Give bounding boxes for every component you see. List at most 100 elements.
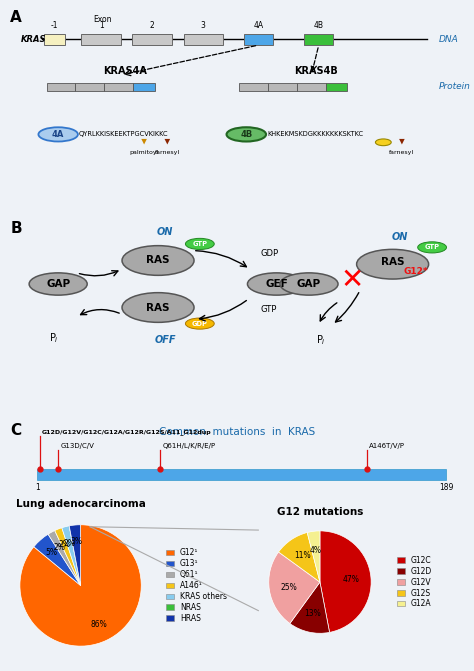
- Text: 2%: 2%: [54, 543, 65, 552]
- Text: 1: 1: [35, 483, 40, 492]
- Title: Lung adenocarcinoma: Lung adenocarcinoma: [16, 499, 146, 509]
- Wedge shape: [279, 533, 320, 582]
- Text: 13%: 13%: [305, 609, 321, 617]
- Text: GTP: GTP: [192, 241, 207, 247]
- Text: 47%: 47%: [343, 574, 360, 584]
- Text: palmitoyl: palmitoyl: [129, 150, 159, 155]
- Circle shape: [375, 139, 391, 146]
- Text: B: B: [10, 221, 22, 236]
- Text: QYRLKKISKEEKTPGCVKIKKC: QYRLKKISKEEKTPGCVKIKKC: [79, 132, 169, 138]
- Text: GEF: GEF: [265, 279, 288, 289]
- Text: ON: ON: [392, 232, 408, 242]
- FancyBboxPatch shape: [304, 34, 333, 45]
- Text: P$_i$: P$_i$: [316, 333, 326, 348]
- Wedge shape: [69, 526, 81, 585]
- Text: RAS: RAS: [381, 257, 404, 267]
- Text: GDP: GDP: [260, 248, 278, 258]
- Text: 3%: 3%: [71, 537, 82, 546]
- Text: OFF: OFF: [154, 335, 176, 345]
- Text: Common  mutations  in  KRAS: Common mutations in KRAS: [159, 427, 315, 437]
- Text: ON: ON: [157, 227, 173, 238]
- Text: DNA: DNA: [439, 35, 459, 44]
- FancyBboxPatch shape: [82, 34, 121, 45]
- Wedge shape: [20, 525, 141, 646]
- Text: -1: -1: [51, 21, 58, 30]
- Wedge shape: [55, 528, 81, 585]
- Wedge shape: [48, 531, 81, 585]
- Legend: G12C, G12D, G12V, G12S, G12A: G12C, G12D, G12V, G12S, G12A: [394, 553, 435, 611]
- Text: RAS: RAS: [146, 303, 170, 313]
- FancyBboxPatch shape: [44, 34, 65, 45]
- Ellipse shape: [418, 242, 447, 253]
- Text: 1: 1: [99, 21, 103, 30]
- Text: GTP: GTP: [260, 305, 277, 315]
- Ellipse shape: [185, 318, 214, 329]
- FancyBboxPatch shape: [75, 83, 104, 91]
- Text: KHKEKMSKDGKKKKKKKSKTKC: KHKEKMSKDGKKKKKKKSKTKC: [267, 132, 363, 138]
- Wedge shape: [69, 525, 81, 585]
- Text: Protein: Protein: [439, 82, 471, 91]
- Ellipse shape: [122, 246, 194, 275]
- Text: G12*: G12*: [403, 266, 428, 276]
- FancyBboxPatch shape: [183, 34, 223, 45]
- Text: KRAS4A: KRAS4A: [104, 66, 147, 76]
- Wedge shape: [62, 526, 81, 585]
- Text: G13D/C/V: G13D/C/V: [61, 443, 94, 449]
- Wedge shape: [320, 531, 371, 632]
- Wedge shape: [269, 552, 320, 623]
- Title: G12 mutations: G12 mutations: [277, 507, 363, 517]
- Wedge shape: [34, 534, 81, 585]
- Ellipse shape: [280, 273, 338, 295]
- Text: 4B: 4B: [314, 21, 324, 30]
- Text: A: A: [10, 9, 22, 25]
- Text: 4B: 4B: [240, 130, 253, 139]
- FancyBboxPatch shape: [326, 83, 347, 91]
- FancyBboxPatch shape: [297, 83, 326, 91]
- Text: Q61H/L/K/R/E/P: Q61H/L/K/R/E/P: [163, 443, 216, 449]
- Text: ✕: ✕: [341, 266, 364, 295]
- Text: GAP: GAP: [46, 279, 70, 289]
- Text: P: P: [381, 140, 386, 145]
- Text: G12D/G12V/G12C/G12A/G12R/G12S/A11_G12dup: G12D/G12V/G12C/G12A/G12R/G12S/A11_G12dup: [42, 429, 211, 435]
- Text: GDP: GDP: [192, 321, 208, 327]
- Text: 3: 3: [201, 21, 206, 30]
- Text: 5%: 5%: [46, 548, 58, 557]
- Ellipse shape: [356, 250, 428, 279]
- FancyBboxPatch shape: [268, 83, 297, 91]
- Text: 189: 189: [439, 483, 453, 492]
- FancyBboxPatch shape: [104, 83, 133, 91]
- FancyBboxPatch shape: [239, 83, 268, 91]
- Text: 86%: 86%: [91, 621, 108, 629]
- Text: 11%: 11%: [294, 552, 310, 560]
- FancyBboxPatch shape: [132, 34, 172, 45]
- Text: KRAS4B: KRAS4B: [294, 66, 338, 76]
- Ellipse shape: [38, 127, 78, 142]
- Wedge shape: [290, 582, 329, 633]
- FancyBboxPatch shape: [133, 83, 155, 91]
- Text: 2: 2: [150, 21, 155, 30]
- Legend: G12¹, G13¹, Q61¹, A146¹, KRAS others, NRAS, HRAS: G12¹, G13¹, Q61¹, A146¹, KRAS others, NR…: [163, 545, 230, 626]
- Text: KRAS: KRAS: [21, 35, 46, 44]
- Text: RAS: RAS: [146, 256, 170, 266]
- Ellipse shape: [247, 273, 306, 295]
- Text: 4A: 4A: [253, 21, 264, 30]
- Ellipse shape: [185, 238, 214, 250]
- Text: C: C: [10, 423, 21, 438]
- Text: 25%: 25%: [280, 582, 297, 592]
- Text: 4%: 4%: [310, 546, 322, 555]
- Text: farnesyl: farnesyl: [389, 150, 414, 155]
- Ellipse shape: [29, 273, 87, 295]
- Text: Exon: Exon: [93, 15, 111, 23]
- Text: P$_i$: P$_i$: [49, 331, 58, 345]
- Text: 4A: 4A: [52, 130, 64, 139]
- FancyBboxPatch shape: [244, 34, 273, 45]
- Ellipse shape: [122, 293, 194, 322]
- Ellipse shape: [227, 127, 266, 142]
- Wedge shape: [307, 531, 320, 582]
- Text: GTP: GTP: [425, 244, 439, 250]
- Text: 2%: 2%: [59, 540, 71, 550]
- Text: GAP: GAP: [297, 279, 321, 289]
- FancyBboxPatch shape: [37, 469, 446, 480]
- Text: farnesyl: farnesyl: [155, 150, 180, 155]
- FancyBboxPatch shape: [46, 83, 75, 91]
